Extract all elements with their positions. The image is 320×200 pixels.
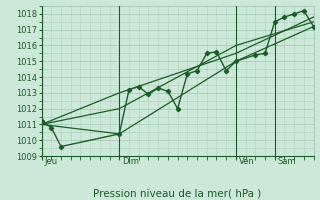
Text: Pression niveau de la mer( hPa ): Pression niveau de la mer( hPa ) [93,189,262,199]
Text: Jeu: Jeu [44,157,57,166]
Text: Sam: Sam [277,157,296,166]
Text: Ven: Ven [238,157,254,166]
Text: Dim: Dim [122,157,139,166]
